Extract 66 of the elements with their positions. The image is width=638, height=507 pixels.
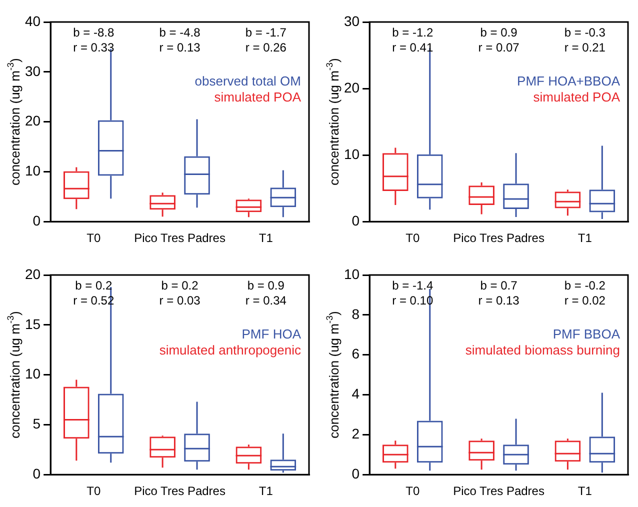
- annotation: b = -0.2: [564, 278, 606, 292]
- x-tick-label: Pico Tres Padres: [134, 231, 226, 246]
- y-axis-title: concentration (ug m-3): [5, 58, 23, 186]
- annotation: r = 0.26: [245, 40, 287, 54]
- y-tick-label: 0: [32, 212, 41, 228]
- annotation: r = 0.21: [564, 40, 606, 54]
- x-tick-label: T1: [578, 231, 592, 246]
- y-tick-label: 15: [24, 316, 41, 332]
- text: observed total OM: [194, 74, 301, 89]
- annotation: r = 0.33: [73, 40, 114, 54]
- text: simulated anthropogenic: [159, 342, 302, 358]
- x-tick-label: T0: [86, 231, 101, 246]
- text: simulated biomass burning: [465, 342, 620, 358]
- y-tick-label: 40: [24, 12, 41, 29]
- y-tick-label: 2: [352, 426, 360, 442]
- annotation: b = 0.2: [75, 278, 112, 292]
- x-tick-label: T1: [578, 484, 592, 498]
- x-tick-label: T0: [406, 231, 420, 246]
- annotation: b = -1.2: [392, 25, 434, 40]
- x-tick-label: Pico Tres Padres: [453, 484, 544, 498]
- y-tick-label: 20: [24, 112, 41, 129]
- y-tick-label: 10: [344, 266, 360, 282]
- x-tick-label: T0: [86, 484, 101, 498]
- x-tick-label: T0: [406, 484, 420, 498]
- annotation: r = 0.13: [159, 40, 201, 54]
- x-tick-label: Pico Tres Padres: [453, 231, 544, 246]
- y-tick-label: 10: [24, 162, 41, 179]
- y-tick-label: 0: [352, 465, 360, 482]
- annotation: r = 0.41: [392, 40, 434, 54]
- x-tick-label: T1: [258, 231, 274, 246]
- annotation: b = 0.9: [247, 278, 285, 292]
- text: simulated POA: [533, 90, 620, 105]
- x-tick-label: Pico Tres Padres: [134, 484, 226, 498]
- annotation: b = 0.7: [480, 278, 518, 292]
- text: PMF BBOA: [552, 326, 620, 342]
- annotation: b = 0.2: [161, 278, 199, 292]
- y-tick-label: 10: [344, 146, 360, 162]
- annotation: r = 0.02: [564, 293, 606, 308]
- y-tick-label: 20: [24, 266, 41, 282]
- y-tick-label: 0: [352, 212, 360, 228]
- y-axis-title: concentration (ug m-3): [5, 311, 23, 438]
- y-tick-label: 8: [352, 306, 360, 322]
- y-tick-label: 30: [344, 12, 360, 29]
- annotation: r = 0.34: [245, 293, 287, 308]
- annotation: b = -0.3: [564, 25, 606, 40]
- y-tick-label: 30: [24, 62, 41, 79]
- annotation: r = 0.03: [159, 293, 201, 308]
- y-axis-title: concentration (ug m-3): [324, 58, 342, 186]
- y-tick-label: 0: [32, 465, 41, 482]
- y-tick-label: 4: [352, 386, 360, 402]
- text: PMF HOA: [242, 326, 302, 342]
- annotation: b = -1.4: [392, 278, 434, 292]
- x-tick-label: T1: [258, 484, 274, 498]
- annotation: r = 0.07: [478, 40, 520, 54]
- text: simulated POA: [214, 90, 302, 105]
- y-tick-label: 10: [24, 366, 41, 382]
- annotation: r = 0.13: [478, 293, 520, 308]
- y-tick-label: 5: [32, 416, 41, 432]
- y-tick-label: 20: [344, 79, 360, 96]
- annotation: b = 0.9: [480, 25, 518, 40]
- text: PMF HOA+BBOA: [517, 74, 620, 89]
- annotation: b = -8.8: [73, 25, 114, 40]
- y-tick-label: 6: [352, 346, 360, 362]
- y-axis-title: concentration (ug m-3): [324, 311, 342, 438]
- annotation: b = -4.8: [159, 25, 201, 40]
- annotation: b = -1.7: [245, 25, 287, 40]
